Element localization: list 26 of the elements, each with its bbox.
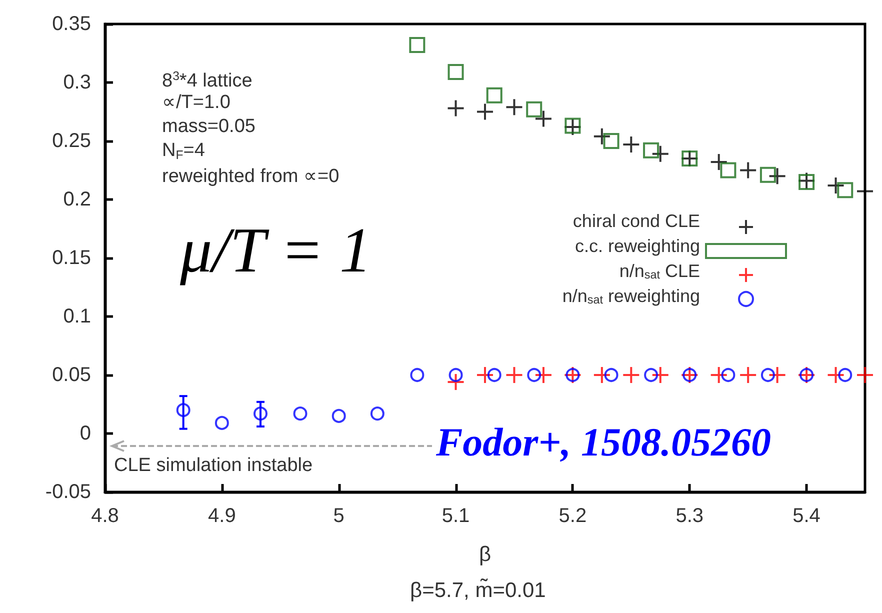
text: β=5.7, m̃=0.01: [410, 578, 546, 602]
annotation: Fodor+, 1508.05260: [435, 420, 772, 464]
x-tick-label: 4.9: [208, 505, 236, 527]
annotation: μ/T = 1: [179, 214, 372, 286]
y-tick-label: 0.05: [52, 364, 91, 386]
x-tick-label: 5.4: [792, 505, 820, 527]
y-tick-label: 0.15: [52, 247, 91, 269]
x-tick-label: 5: [333, 505, 344, 527]
annotation: CLE simulation instable: [114, 455, 313, 476]
x-tick-label: 4.8: [91, 505, 119, 527]
y-tick-label: 0.1: [63, 306, 91, 328]
y-tick-label: 0.3: [63, 72, 91, 94]
x-tick-label: 5.1: [442, 505, 470, 527]
y-tick-label: 0.2: [63, 188, 91, 210]
x-tick-label: 5.3: [676, 505, 704, 527]
y-tick-label: -0.05: [45, 481, 91, 503]
legend-label: c.c. reweighting: [574, 236, 700, 256]
annotation: mass=0.05: [162, 116, 256, 137]
y-tick-label: 0.35: [52, 13, 91, 35]
y-tick-label: 0: [80, 422, 91, 444]
x-tick-label: 5.2: [558, 505, 587, 527]
y-tick-label: 0.25: [52, 130, 91, 152]
annotation: reweighted from ∝=0: [162, 166, 340, 187]
annotation: ∝/T=1.0: [162, 92, 230, 113]
legend-label: chiral cond CLE: [572, 211, 700, 231]
x-axis-title: β: [478, 543, 492, 566]
